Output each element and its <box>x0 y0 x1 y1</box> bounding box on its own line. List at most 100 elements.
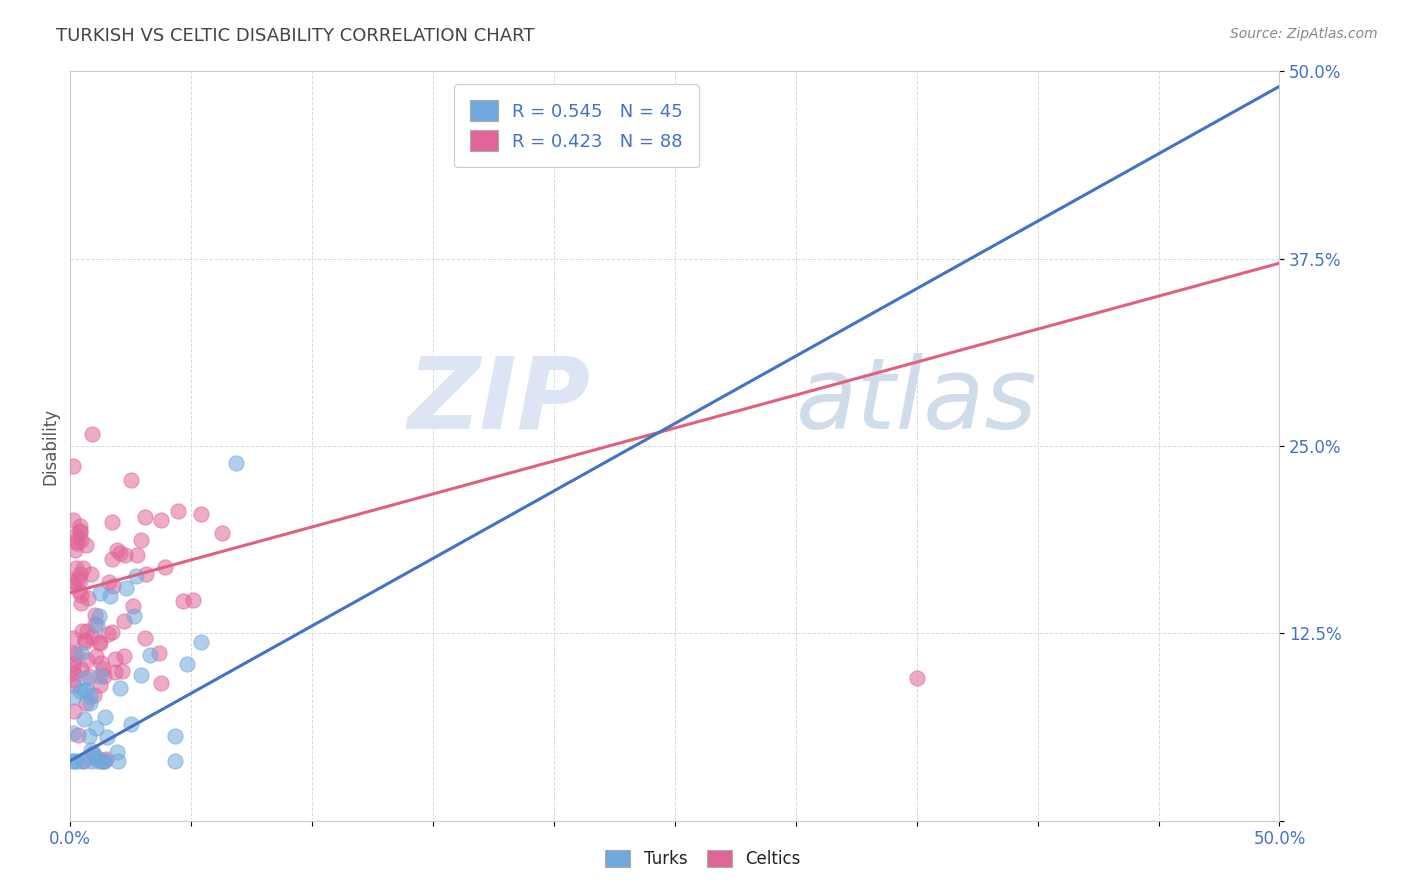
Point <box>150 675 173 690</box>
Point <box>108 545 131 559</box>
Point <box>62 458 84 473</box>
Point <box>93 754 115 768</box>
Point <box>89 634 111 648</box>
Point <box>66 728 89 742</box>
Point <box>89 677 111 691</box>
Point <box>62 754 84 768</box>
Point <box>65 560 87 574</box>
Legend: Turks, Celtics: Turks, Celtics <box>599 843 807 875</box>
Point <box>73 633 96 648</box>
Point <box>104 652 127 666</box>
Text: TURKISH VS CELTIC DISABILITY CORRELATION CHART: TURKISH VS CELTIC DISABILITY CORRELATION… <box>56 27 534 45</box>
Point <box>86 751 108 765</box>
Legend: R = 0.545   N = 45, R = 0.423   N = 88: R = 0.545 N = 45, R = 0.423 N = 88 <box>454 84 699 168</box>
Point <box>135 566 157 581</box>
Point <box>62 662 84 676</box>
Point <box>98 589 121 603</box>
Point <box>75 635 97 649</box>
Point <box>115 581 138 595</box>
Point <box>105 542 128 557</box>
Point <box>62 631 84 645</box>
Point <box>69 567 91 582</box>
Point <box>79 754 101 768</box>
Point <box>138 648 160 662</box>
Point <box>75 538 97 552</box>
Point <box>129 533 152 548</box>
Point <box>76 591 98 606</box>
Point <box>79 690 101 704</box>
Point <box>107 754 129 768</box>
Point <box>111 664 134 678</box>
Point <box>148 646 170 660</box>
Point <box>77 669 100 683</box>
Point <box>181 593 204 607</box>
Point <box>70 596 93 610</box>
Point <box>62 726 84 740</box>
Point <box>77 729 100 743</box>
Point <box>93 754 115 768</box>
Point <box>69 588 91 602</box>
Point <box>66 536 89 550</box>
Point <box>76 682 98 697</box>
Point <box>65 528 87 542</box>
Point <box>82 746 104 760</box>
Point <box>69 662 91 676</box>
Point <box>67 583 90 598</box>
Point <box>70 624 93 638</box>
Point <box>62 574 84 589</box>
Point <box>101 552 124 566</box>
Point <box>100 515 122 529</box>
Point <box>89 586 111 600</box>
Point <box>129 668 152 682</box>
Point <box>80 742 103 756</box>
Point <box>93 669 115 683</box>
Point <box>163 754 186 768</box>
Point <box>69 574 91 589</box>
Point <box>112 614 135 628</box>
Point <box>73 712 96 726</box>
Point <box>83 617 105 632</box>
Point <box>62 657 84 671</box>
Point <box>86 721 108 735</box>
Point <box>65 754 87 768</box>
Point <box>89 669 111 683</box>
Point <box>62 678 84 692</box>
Point <box>87 609 110 624</box>
Point <box>62 646 84 660</box>
Point <box>70 754 93 768</box>
Point <box>63 705 86 719</box>
Point <box>225 456 247 470</box>
Point <box>211 526 233 541</box>
Point <box>120 717 142 731</box>
Point <box>190 507 212 521</box>
Point <box>80 567 103 582</box>
Point <box>125 548 148 562</box>
Point <box>65 647 87 661</box>
Point <box>125 569 148 583</box>
Point <box>65 534 87 549</box>
Point <box>114 649 136 664</box>
Point <box>120 474 142 488</box>
Point <box>84 648 107 663</box>
Point <box>153 559 176 574</box>
Point <box>62 673 84 688</box>
Point <box>122 609 145 624</box>
Point <box>114 548 136 562</box>
Point <box>905 671 928 685</box>
Point <box>149 513 172 527</box>
Text: atlas: atlas <box>796 352 1038 450</box>
Y-axis label: Disability: Disability <box>41 408 59 484</box>
Point <box>84 607 107 622</box>
Point <box>79 697 101 711</box>
Point <box>84 749 107 764</box>
Point <box>91 754 114 768</box>
Point <box>62 666 84 681</box>
Point <box>69 524 91 539</box>
Point <box>75 696 97 710</box>
Point <box>69 646 91 660</box>
Point <box>69 518 91 533</box>
Point <box>172 594 194 608</box>
Point <box>90 657 112 671</box>
Point <box>62 690 84 704</box>
Point <box>65 543 87 558</box>
